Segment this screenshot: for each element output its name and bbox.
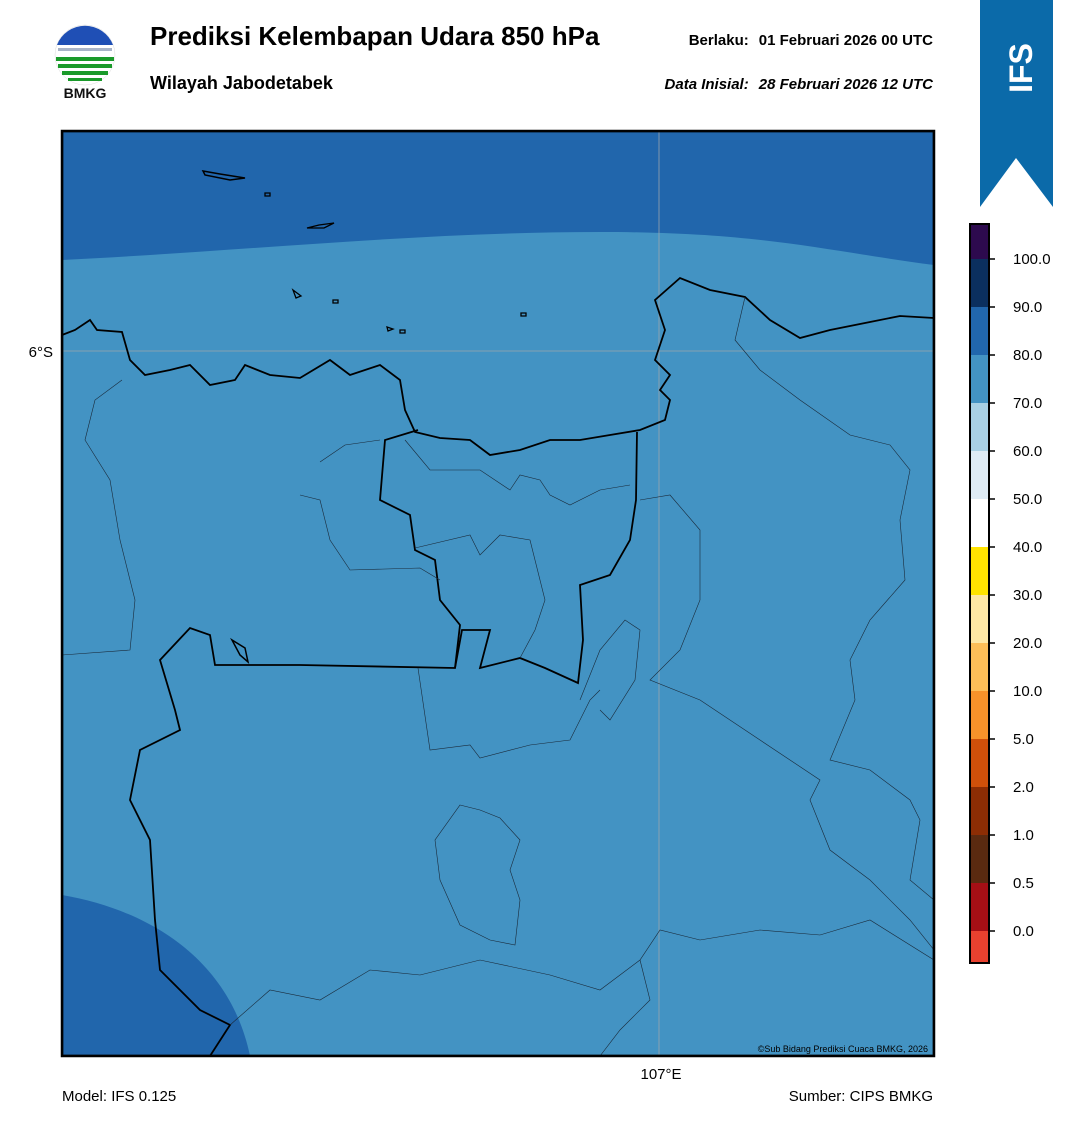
logo-text: BMKG — [64, 85, 107, 101]
colorbar-label: 90.0 — [1013, 299, 1042, 316]
badge — [980, 0, 1053, 207]
colorbar-label: 5.0 — [1013, 731, 1034, 748]
colorbar-label: 100.0 — [1013, 251, 1051, 268]
colorbar-label: 60.0 — [1013, 443, 1042, 460]
map-frame — [60, 129, 936, 1058]
lat-label: 6°S — [29, 344, 53, 361]
map — [62, 131, 934, 1056]
colorbar-frame — [969, 223, 990, 964]
colorbar-label: 2.0 — [1013, 779, 1034, 796]
colorbar-label: 50.0 — [1013, 491, 1042, 508]
valid-label: Berlaku: — [689, 32, 749, 49]
logo: BMKG — [54, 24, 116, 101]
colorbar-segment — [970, 355, 989, 403]
colorbar-label: 30.0 — [1013, 587, 1042, 604]
colorbar-segment — [970, 787, 989, 835]
colorbar-label: 0.5 — [1013, 875, 1034, 892]
subtitle: Wilayah Jabodetabek — [150, 73, 334, 93]
valid-time: Berlaku: 01 Februari 2026 00 UTC — [689, 32, 933, 49]
model-label: Model: IFS 0.125 — [62, 1088, 176, 1105]
credit: ©Sub Bidang Prediksi Cuaca BMKG, 2026 — [758, 1044, 928, 1054]
init-value: 28 Februari 2026 12 UTC — [758, 76, 934, 93]
colorbar-label: 10.0 — [1013, 683, 1042, 700]
colorbar-label: 80.0 — [1013, 347, 1042, 364]
colorbar-segment — [970, 691, 989, 739]
colorbar-segment — [970, 643, 989, 691]
colorbar-segment — [970, 835, 989, 883]
colorbar-segment — [970, 883, 989, 931]
colorbar-label: 70.0 — [1013, 395, 1042, 412]
colorbar: 0.0 0.5 1.0 2.0 5.0 10.0 20.0 30.0 40.0 50.0 60.0 7… — [969, 223, 1051, 964]
colorbar-label: 1.0 — [1013, 827, 1034, 844]
init-time: Data Inisial: 28 Februari 2026 12 UTC — [665, 76, 935, 93]
colorbar-segment — [970, 451, 989, 499]
source-label: Sumber: CIPS BMKG — [789, 1088, 933, 1105]
colorbar-segment — [970, 259, 989, 307]
colorbar-segment — [970, 739, 989, 787]
badge-text: IFS — [1003, 43, 1039, 93]
title: Prediksi Kelembapan Udara 850 hPa — [150, 21, 600, 51]
init-label: Data Inisial: — [665, 76, 749, 93]
colorbar-segment — [970, 224, 989, 259]
colorbar-segment — [970, 307, 989, 355]
colorbar-segment — [970, 403, 989, 451]
lon-label: 107°E — [640, 1066, 681, 1083]
colorbar-segment — [970, 931, 989, 963]
colorbar-segment — [970, 499, 989, 547]
colorbar-label: 20.0 — [1013, 635, 1042, 652]
colorbar-label: 40.0 — [1013, 539, 1042, 556]
colorbar-segment — [970, 547, 989, 595]
colorbar-label: 0.0 — [1013, 923, 1034, 940]
colorbar-segment — [970, 595, 989, 643]
valid-value: 01 Februari 2026 00 UTC — [759, 32, 933, 49]
